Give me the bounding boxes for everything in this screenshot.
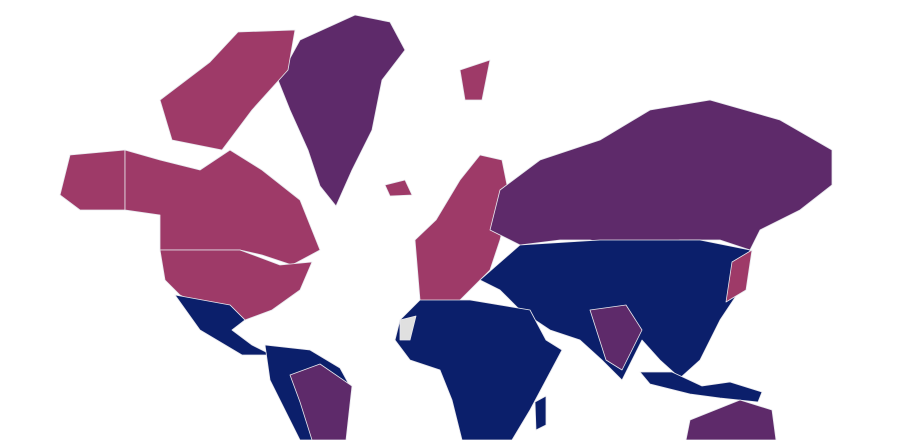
region-western-sahara[interactable] — [399, 315, 417, 341]
region-europe[interactable] — [414, 154, 511, 311]
region-canada[interactable] — [124, 149, 321, 266]
region-arctic-islands[interactable] — [159, 29, 296, 151]
region-southeast-asia[interactable] — [639, 371, 763, 403]
region-australia[interactable] — [685, 399, 777, 440]
region-japan[interactable] — [725, 249, 753, 303]
region-africa[interactable] — [394, 299, 563, 440]
region-india[interactable] — [589, 304, 643, 371]
region-iceland[interactable] — [384, 179, 413, 197]
region-greenland[interactable] — [277, 14, 406, 207]
region-alaska[interactable] — [59, 149, 126, 211]
region-russia[interactable] — [489, 99, 833, 251]
region-mexico-central-america[interactable] — [174, 294, 273, 356]
region-madagascar[interactable] — [534, 395, 547, 431]
region-brazil[interactable] — [289, 363, 353, 440]
region-svalbard[interactable] — [459, 59, 491, 101]
